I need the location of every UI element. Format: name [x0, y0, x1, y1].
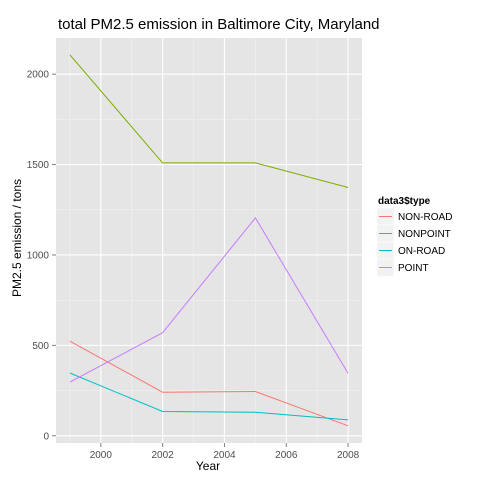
x-axis: 2000 2002 2004 2006 2008 — [90, 443, 360, 461]
y-tick-label: 500 — [32, 341, 49, 352]
x-axis-title: Year — [196, 459, 220, 473]
legend-title: data3$type — [378, 196, 431, 207]
legend-label: ON-ROAD — [398, 246, 445, 257]
y-tick-label: 0 — [43, 431, 49, 442]
series-line-non-road — [69, 340, 349, 427]
legend-label: NONPOINT — [398, 229, 451, 240]
x-tick-label: 2000 — [90, 450, 113, 461]
y-axis: 0 500 1000 1500 2000 — [27, 70, 56, 442]
plot-panel — [56, 38, 362, 443]
series-line-point — [69, 217, 349, 383]
series-line-on-road — [69, 372, 349, 421]
x-tick-label: 2008 — [337, 450, 360, 461]
x-tick-label: 2006 — [275, 450, 298, 461]
x-tick-label: 2002 — [152, 450, 175, 461]
legend-label: NON-ROAD — [398, 212, 452, 223]
x-tick-label: 2004 — [213, 450, 236, 461]
y-tick-label: 1500 — [27, 160, 50, 171]
y-tick-label: 2000 — [27, 70, 50, 81]
plot-area — [56, 38, 362, 443]
legend: data3$type NON-ROAD NONPOINT ON-ROAD POINT — [376, 196, 452, 277]
series-line-nonpoint — [69, 54, 349, 188]
y-axis-title: PM2.5 emission / tons — [10, 179, 24, 297]
y-tick-label: 1000 — [27, 250, 50, 261]
legend-label: POINT — [398, 263, 429, 274]
chart-title: total PM2.5 emission in Baltimore City, … — [58, 16, 380, 33]
